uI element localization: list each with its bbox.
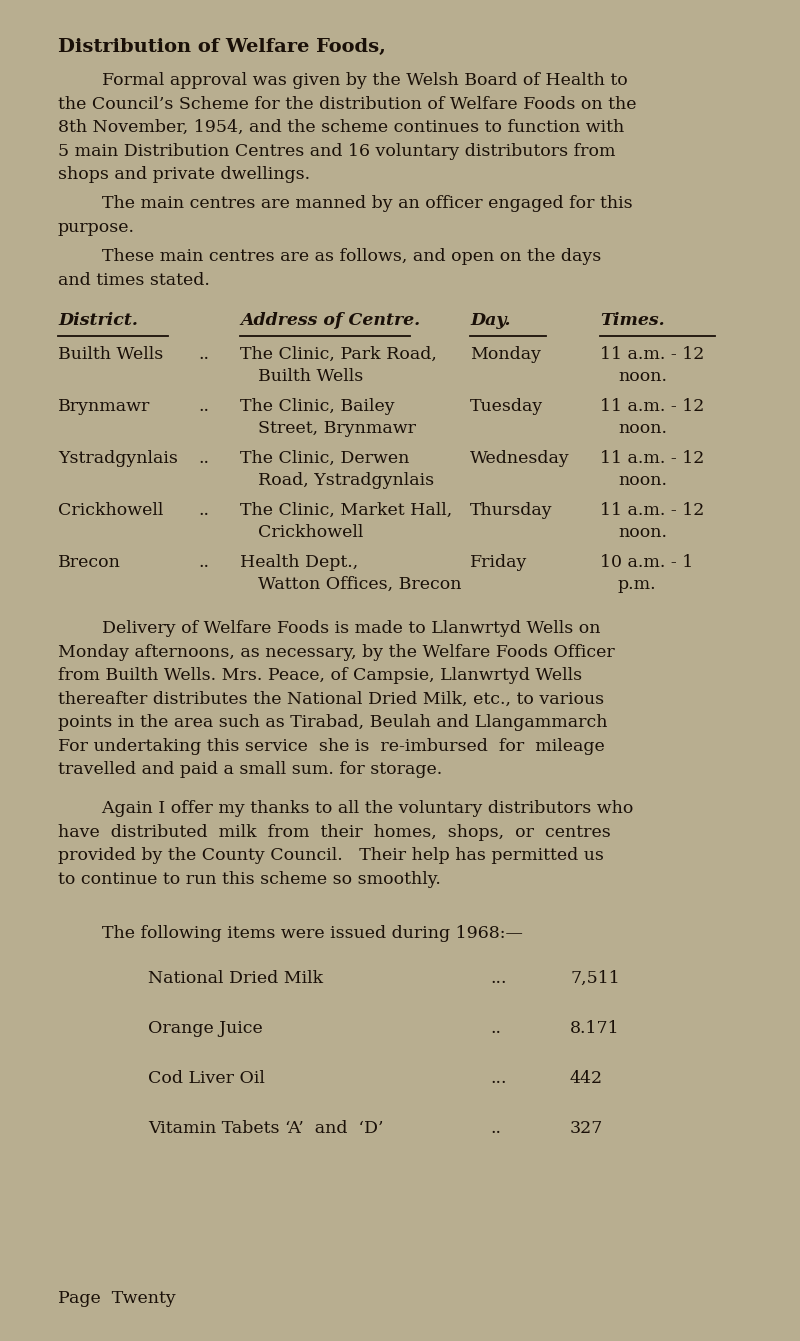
Text: Health Dept.,: Health Dept.,: [240, 554, 358, 571]
Text: The Clinic, Derwen: The Clinic, Derwen: [240, 451, 410, 467]
Text: ..: ..: [198, 502, 209, 519]
Text: District.: District.: [58, 312, 138, 329]
Text: p.m.: p.m.: [618, 577, 657, 593]
Text: ..: ..: [490, 1120, 501, 1137]
Text: Day.: Day.: [470, 312, 510, 329]
Text: Brynmawr: Brynmawr: [58, 398, 150, 414]
Text: noon.: noon.: [618, 420, 667, 437]
Text: Orange Juice: Orange Juice: [148, 1021, 262, 1037]
Text: 7,511: 7,511: [570, 970, 620, 987]
Text: The Clinic, Bailey: The Clinic, Bailey: [240, 398, 394, 414]
Text: Street, Brynmawr: Street, Brynmawr: [258, 420, 416, 437]
Text: Delivery of Welfare Foods is made to Llanwrtyd Wells on
Monday afternoons, as ne: Delivery of Welfare Foods is made to Lla…: [58, 620, 614, 778]
Text: noon.: noon.: [618, 472, 667, 489]
Text: 11 a.m. - 12: 11 a.m. - 12: [600, 451, 704, 467]
Text: Cod Liver Oil: Cod Liver Oil: [148, 1070, 265, 1088]
Text: Crickhowell: Crickhowell: [258, 524, 363, 540]
Text: Ystradgynlais: Ystradgynlais: [58, 451, 178, 467]
Text: Friday: Friday: [470, 554, 527, 571]
Text: ...: ...: [490, 970, 506, 987]
Text: 327: 327: [570, 1120, 603, 1137]
Text: National Dried Milk: National Dried Milk: [148, 970, 323, 987]
Text: ..: ..: [490, 1021, 501, 1037]
Text: Builth Wells: Builth Wells: [258, 367, 363, 385]
Text: noon.: noon.: [618, 524, 667, 540]
Text: Wednesday: Wednesday: [470, 451, 570, 467]
Text: 11 a.m. - 12: 11 a.m. - 12: [600, 346, 704, 363]
Text: Again I offer my thanks to all the voluntary distributors who
have  distributed : Again I offer my thanks to all the volun…: [58, 801, 634, 888]
Text: ...: ...: [490, 1070, 506, 1088]
Text: noon.: noon.: [618, 367, 667, 385]
Text: ..: ..: [198, 398, 209, 414]
Text: Builth Wells: Builth Wells: [58, 346, 163, 363]
Text: Times.: Times.: [600, 312, 665, 329]
Text: ..: ..: [198, 451, 209, 467]
Text: Monday: Monday: [470, 346, 541, 363]
Text: 442: 442: [570, 1070, 603, 1088]
Text: The following items were issued during 1968:—: The following items were issued during 1…: [58, 925, 523, 941]
Text: 10 a.m. - 1: 10 a.m. - 1: [600, 554, 694, 571]
Text: The main centres are manned by an officer engaged for this
purpose.: The main centres are manned by an office…: [58, 194, 633, 236]
Text: These main centres are as follows, and open on the days
and times stated.: These main centres are as follows, and o…: [58, 248, 602, 288]
Text: Tuesday: Tuesday: [470, 398, 543, 414]
Text: Brecon: Brecon: [58, 554, 121, 571]
Text: Page  Twenty: Page Twenty: [58, 1290, 176, 1307]
Text: Watton Offices, Brecon: Watton Offices, Brecon: [258, 577, 462, 593]
Text: ..: ..: [198, 554, 209, 571]
Text: 11 a.m. - 12: 11 a.m. - 12: [600, 502, 704, 519]
Text: Road, Ystradgynlais: Road, Ystradgynlais: [258, 472, 434, 489]
Text: Crickhowell: Crickhowell: [58, 502, 163, 519]
Text: The Clinic, Market Hall,: The Clinic, Market Hall,: [240, 502, 452, 519]
Text: 11 a.m. - 12: 11 a.m. - 12: [600, 398, 704, 414]
Text: Thursday: Thursday: [470, 502, 553, 519]
Text: Formal approval was given by the Welsh Board of Health to
the Council’s Scheme f: Formal approval was given by the Welsh B…: [58, 72, 637, 182]
Text: 8.171: 8.171: [570, 1021, 620, 1037]
Text: Vitamin Tabets ‘A’  and  ‘D’: Vitamin Tabets ‘A’ and ‘D’: [148, 1120, 383, 1137]
Text: Address of Centre.: Address of Centre.: [240, 312, 420, 329]
Text: Distribution of Welfare Foods,: Distribution of Welfare Foods,: [58, 38, 386, 56]
Text: ..: ..: [198, 346, 209, 363]
Text: The Clinic, Park Road,: The Clinic, Park Road,: [240, 346, 437, 363]
